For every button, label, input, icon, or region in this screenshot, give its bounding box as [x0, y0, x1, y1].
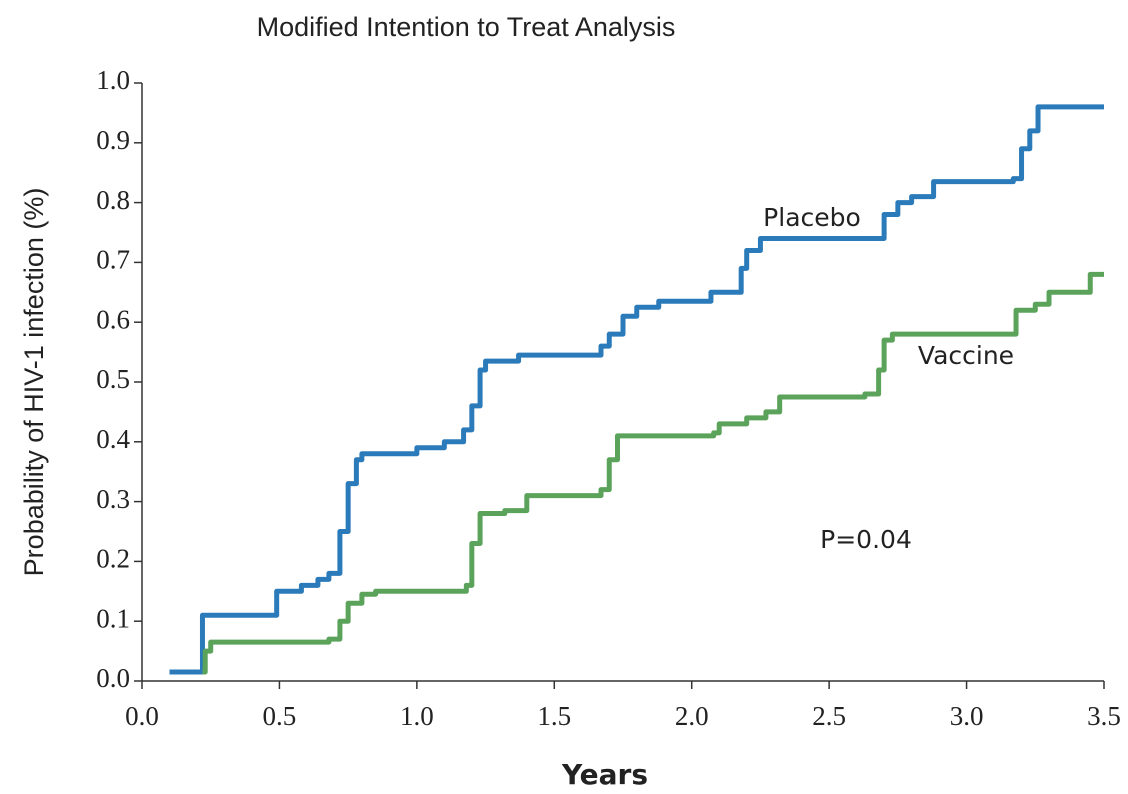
y-tick-label: 1.0 — [96, 65, 130, 95]
x-tick-label: 0.5 — [263, 701, 297, 731]
y-tick-label: 0.4 — [96, 424, 130, 454]
y-tick-label: 0.1 — [96, 603, 130, 633]
line — [169, 104, 1104, 675]
x-tick-label: 1.0 — [400, 701, 434, 731]
y-tick-label: 0.0 — [96, 663, 130, 693]
y-tick-label: 0.6 — [96, 304, 130, 334]
annotation: Placebo — [763, 203, 861, 232]
chart-title: Modified Intention to Treat Analysis — [257, 12, 676, 42]
x-tick-label: 3.0 — [950, 701, 984, 731]
line — [202, 271, 1104, 675]
x-tick-label: 0.0 — [125, 701, 159, 731]
x-tick-label: 2.5 — [812, 701, 846, 731]
y-tick-label: 0.2 — [96, 544, 130, 574]
annotation: Vaccine — [918, 341, 1014, 370]
x-tick-label: 2.0 — [675, 701, 709, 731]
x-tick-label: 3.5 — [1087, 701, 1121, 731]
x-tick-label: 1.5 — [537, 701, 571, 731]
y-tick-label: 0.3 — [96, 484, 130, 514]
x-axis-label: Years — [561, 758, 648, 791]
y-tick-label: 0.8 — [96, 185, 130, 215]
y-tick-label: 0.9 — [96, 125, 130, 155]
y-tick-label: 0.7 — [96, 245, 130, 275]
y-tick-label: 0.5 — [96, 364, 130, 394]
annotation: P=0.04 — [820, 525, 912, 554]
y-axis-label: Probability of HIV-1 infection (%) — [19, 188, 49, 577]
